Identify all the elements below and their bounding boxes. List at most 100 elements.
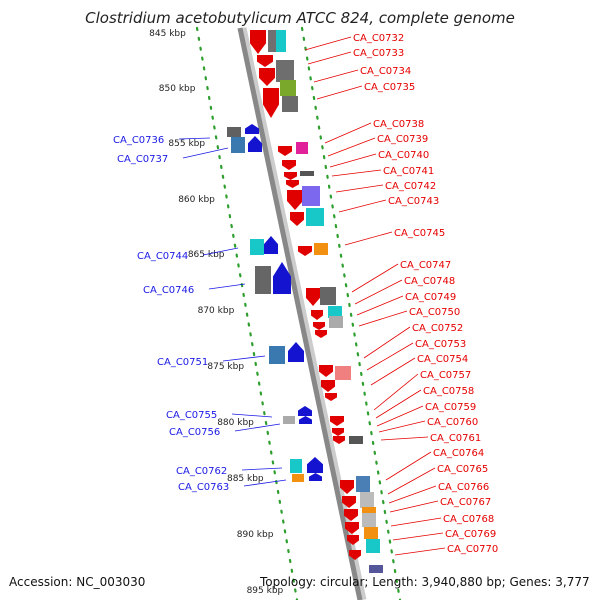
reverse-gene-label-CA_C0758: CA_C0758	[423, 386, 474, 397]
backbone	[237, 27, 363, 601]
forward-gene-arrow-3	[264, 236, 278, 254]
forward-gene-arrow-2	[248, 136, 262, 152]
reverse-gene-arrow-12	[306, 288, 320, 306]
reverse-gene-feature-20	[364, 527, 378, 539]
reverse-gene-label-CA_C0739: CA_C0739	[377, 134, 428, 145]
forward-gene-arrow-4	[273, 262, 291, 294]
reverse-gene-label-CA_C0748: CA_C0748	[404, 276, 455, 287]
reverse-gene-leader	[378, 420, 426, 433]
reverse-gene-label-CA_C0745: CA_C0745	[394, 228, 445, 239]
reverse-gene-label-CA_C0764: CA_C0764	[433, 448, 484, 459]
reverse-gene-leader	[380, 436, 429, 441]
forward-gene-feature-7	[290, 459, 302, 473]
reverse-gene-leader	[385, 451, 432, 481]
forward-gene-label-CA_C0755: CA_C0755	[166, 410, 217, 421]
ruler-tick-label: 850 kbp	[159, 84, 196, 94]
reverse-gene-label-CA_C0738: CA_C0738	[373, 119, 424, 130]
reverse-gene-leader	[389, 500, 439, 513]
reverse-gene-feature-3	[276, 60, 294, 82]
reverse-gene-leader	[366, 342, 414, 371]
reverse-gene-feature-11	[320, 287, 336, 305]
reverse-gene-feature-17	[360, 492, 374, 508]
reverse-gene-leader	[327, 137, 376, 157]
reverse-gene-leader	[363, 326, 411, 359]
reverse-gene-label-CA_C0752: CA_C0752	[412, 323, 463, 334]
reverse-gene-feature-18	[362, 507, 376, 513]
forward-gene-label-CA_C0744: CA_C0744	[137, 251, 188, 262]
reverse-gene-arrow-8	[286, 180, 299, 188]
forward-gene-arrow-1	[245, 124, 259, 134]
reverse-gene-leader	[390, 517, 442, 527]
reverse-gene-label-CA_C0754: CA_C0754	[417, 354, 468, 365]
reverse-gene-leader	[392, 532, 444, 541]
reverse-gene-label-CA_C0732: CA_C0732	[353, 33, 404, 44]
forward-gene-leader	[234, 423, 281, 432]
reverse-gene-label-CA_C0768: CA_C0768	[443, 514, 494, 525]
forward-gene-arrow-7	[299, 416, 312, 424]
reverse-gene-leader	[338, 199, 387, 213]
reverse-gene-feature-8	[302, 186, 320, 206]
forward-gene-feature-3	[250, 239, 264, 255]
reverse-gene-leader	[375, 389, 422, 419]
reverse-gene-label-CA_C0734: CA_C0734	[360, 66, 411, 77]
forward-gene-label-CA_C0737: CA_C0737	[117, 154, 168, 165]
forward-gene-leader	[231, 413, 273, 418]
reverse-gene-arrow-14	[313, 322, 325, 330]
reverse-gene-feature-16	[356, 476, 370, 492]
forward-gene-arrow-8	[307, 457, 323, 473]
reverse-gene-leader	[344, 231, 393, 246]
reverse-gene-arrow-22	[340, 480, 354, 494]
ruler-tick-label: 855 kbp	[168, 139, 205, 149]
reverse-gene-label-CA_C0769: CA_C0769	[445, 529, 496, 540]
forward-gene-arrow-9	[309, 473, 322, 481]
reverse-gene-arrow-26	[347, 535, 359, 545]
reverse-gene-arrow-20	[332, 428, 344, 436]
reverse-gene-feature-4	[280, 80, 296, 96]
ruler-tick-label: 865 kbp	[188, 250, 225, 260]
reverse-gene-arrow-21	[333, 436, 345, 444]
reverse-gene-leader	[394, 547, 446, 556]
forward-gene-arrow-6	[298, 406, 312, 416]
ruler-line-1	[195, 26, 299, 602]
reverse-gene-arrow-7	[284, 172, 297, 180]
reverse-gene-arrow-1	[250, 30, 266, 54]
forward-gene-label-CA_C0763: CA_C0763	[178, 482, 229, 493]
reverse-gene-label-CA_C0760: CA_C0760	[427, 417, 478, 428]
reverse-gene-arrow-3	[259, 68, 275, 86]
forward-gene-feature-4	[255, 266, 271, 294]
reverse-gene-label-CA_C0733: CA_C0733	[353, 48, 404, 59]
reverse-gene-arrow-17	[321, 380, 335, 392]
reverse-gene-arrow-2	[257, 55, 273, 67]
ruler-tick-label: 875 kbp	[207, 362, 244, 372]
forward-gene-feature-1	[227, 127, 241, 137]
reverse-gene-arrow-23	[342, 496, 356, 508]
reverse-gene-arrow-11	[298, 246, 312, 256]
reverse-gene-feature-7	[300, 171, 314, 176]
reverse-gene-label-CA_C0759: CA_C0759	[425, 402, 476, 413]
forward-gene-label-CA_C0746: CA_C0746	[143, 285, 194, 296]
forward-gene-leader	[182, 147, 229, 159]
reverse-gene-arrow-6	[282, 160, 296, 170]
ruler-tick-label: 845 kbp	[149, 29, 186, 39]
reverse-gene-feature-13	[329, 316, 343, 328]
genome-summary: Topology: circular; Length: 3,940,880 bp…	[260, 575, 590, 589]
reverse-gene-leader	[329, 153, 377, 168]
ruler-tick-label: 880 kbp	[217, 418, 254, 428]
ruler-tick-label: 860 kbp	[178, 195, 215, 205]
forward-gene-leader	[222, 355, 266, 362]
reverse-gene-leader	[376, 405, 424, 427]
reverse-gene-feature-5	[282, 96, 298, 112]
reverse-gene-feature-15	[349, 436, 363, 444]
reverse-gene-feature-21	[366, 539, 380, 553]
accession-label: Accession: NC_003030	[9, 575, 146, 589]
reverse-gene-arrow-16	[319, 365, 333, 377]
reverse-gene-leader	[373, 373, 419, 411]
ruler-tick-label: 885 kbp	[227, 474, 264, 484]
reverse-gene-arrow-5	[278, 146, 292, 156]
reverse-gene-label-CA_C0770: CA_C0770	[447, 544, 498, 555]
reverse-gene-feature-9	[306, 208, 324, 226]
reverse-gene-leader	[324, 122, 372, 144]
reverse-gene-label-CA_C0747: CA_C0747	[400, 260, 451, 271]
reverse-gene-arrow-15	[315, 330, 327, 338]
reverse-gene-label-CA_C0740: CA_C0740	[378, 150, 429, 161]
